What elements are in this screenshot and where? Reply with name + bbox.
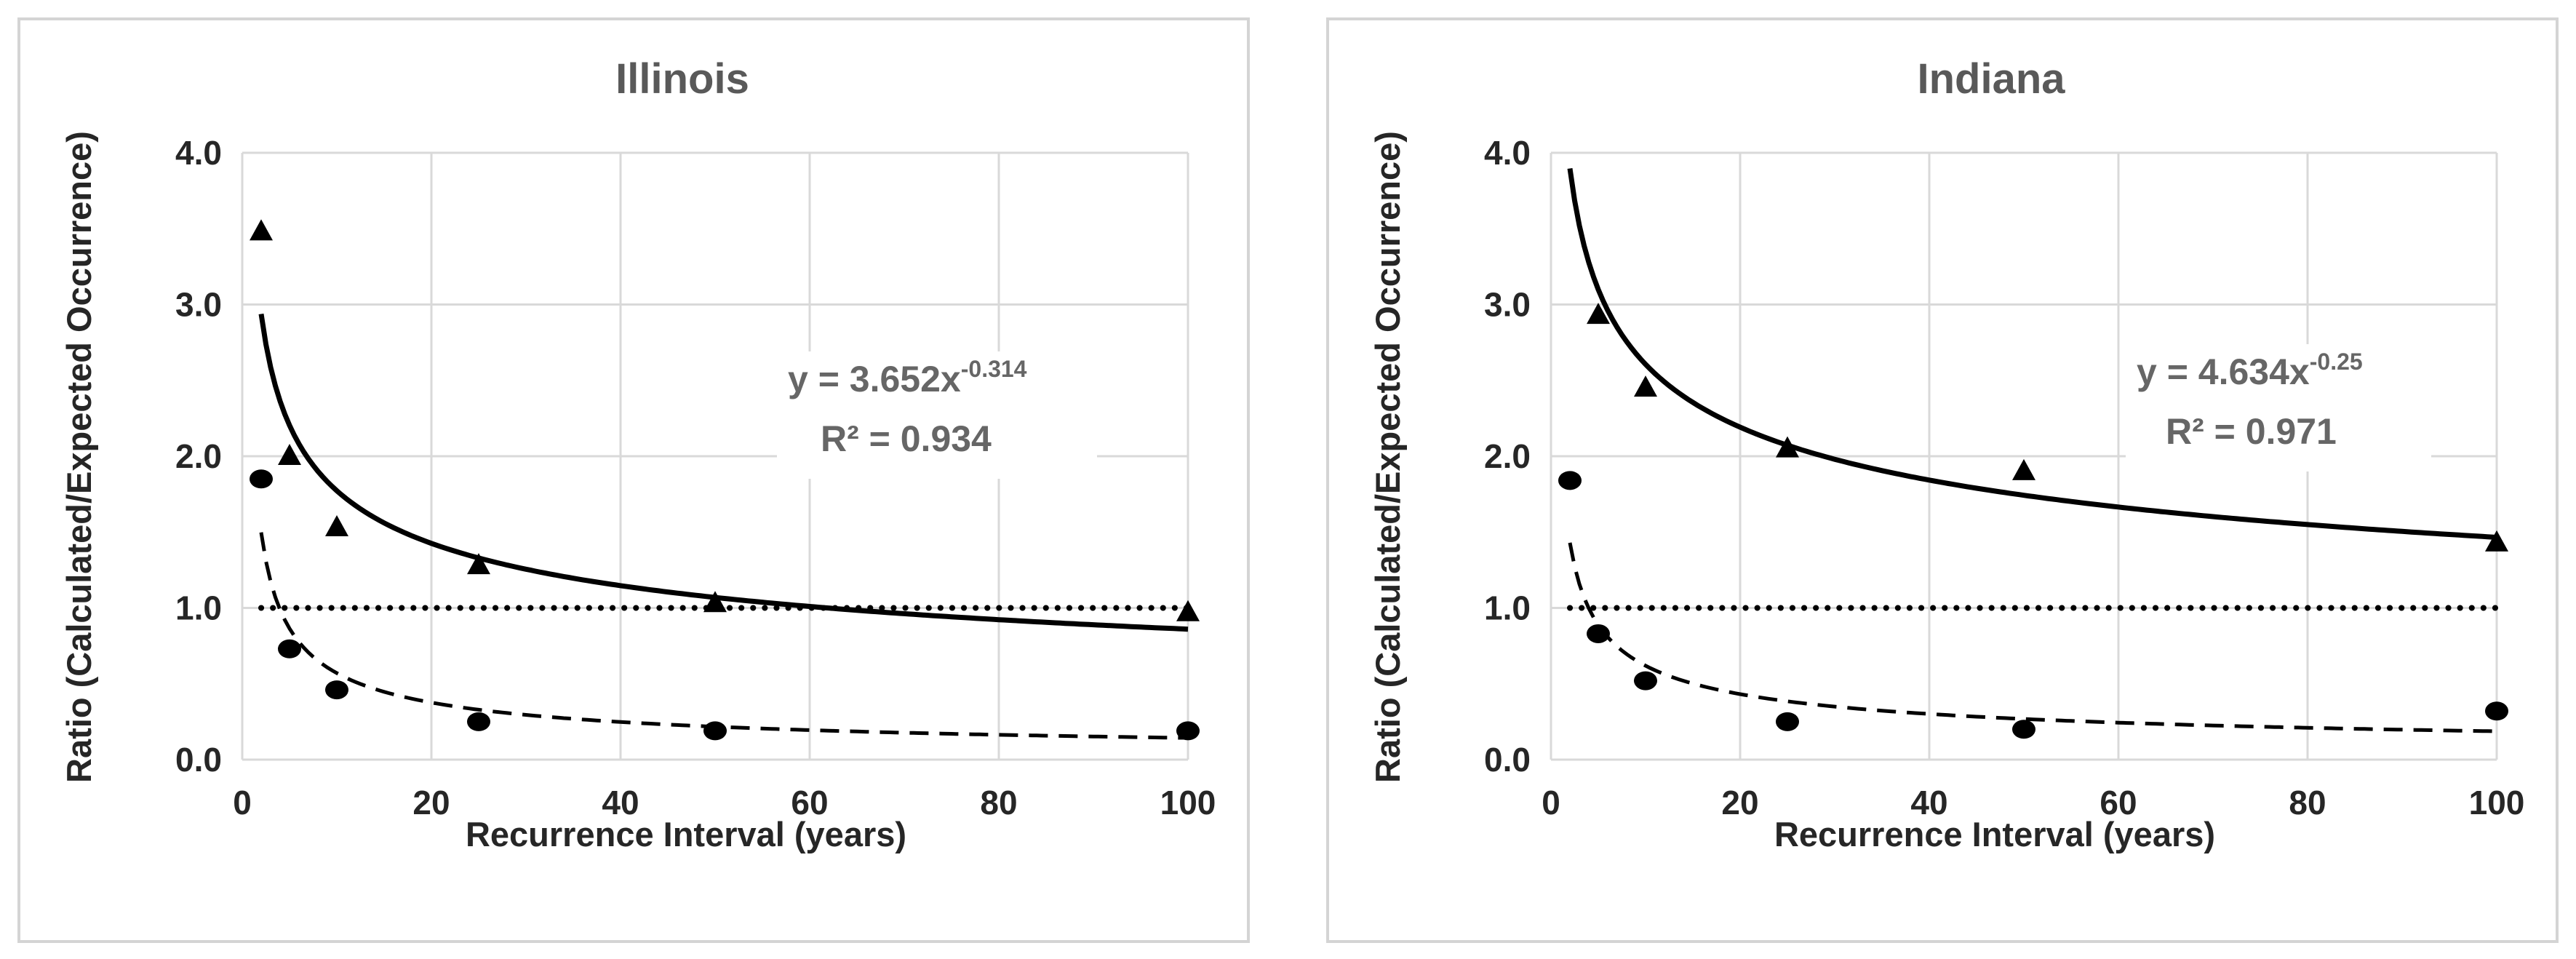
power-trendline-dashed bbox=[259, 532, 1189, 740]
y-tick-label: 2.0 bbox=[175, 437, 222, 475]
trendlines bbox=[1567, 167, 2497, 733]
x-axis-label: Recurrence Interval (years) bbox=[1774, 815, 2215, 853]
y-tick-label: 1.0 bbox=[1484, 589, 1531, 627]
circle-point bbox=[2012, 720, 2035, 739]
x-tick-label: 0 bbox=[1542, 784, 1560, 821]
r-squared: R² = 0.934 bbox=[821, 418, 992, 459]
circle-point bbox=[1634, 671, 1657, 691]
chart-panel-indiana: Indiana 0.0 1.0 2.0 3.0 4.0 0 20 40 60 80 100 y =… bbox=[1326, 17, 2559, 943]
annotation-background bbox=[2126, 344, 2431, 471]
trendlines bbox=[258, 313, 1189, 740]
circle-point bbox=[703, 721, 727, 741]
x-tick-label: 80 bbox=[2289, 784, 2326, 821]
circle-point bbox=[250, 469, 273, 489]
x-ticks: 0 20 40 60 80 100 bbox=[1542, 784, 2524, 821]
y-tick-label: 4.0 bbox=[1484, 134, 1531, 172]
circle-point bbox=[278, 639, 301, 658]
x-tick-label: 60 bbox=[791, 784, 828, 821]
chart-panel-illinois: Illinois 0.0 1.0 2.0 3.0 4.0 0 20 40 60 80 100 y … bbox=[17, 17, 1250, 943]
triangle-point bbox=[1176, 600, 1200, 621]
triangle-point bbox=[325, 514, 348, 536]
r-squared: R² = 0.971 bbox=[2166, 411, 2337, 452]
triangle-point bbox=[703, 591, 727, 613]
y-axis-label: Ratio (Calculated/Expected Occurrence) bbox=[1368, 131, 1407, 783]
y-tick-label: 3.0 bbox=[175, 286, 222, 324]
equation-annotation: y = 4.634x-0.25 R² = 0.971 bbox=[2126, 344, 2431, 471]
y-tick-label: 0.0 bbox=[1484, 741, 1531, 779]
circle-point bbox=[1558, 471, 1582, 490]
triangle-point bbox=[1587, 303, 1610, 325]
triangle-point bbox=[2012, 458, 2035, 480]
y-tick-label: 3.0 bbox=[1484, 286, 1531, 324]
equation-exponent: -0.25 bbox=[2310, 349, 2363, 375]
data-points bbox=[250, 219, 1200, 741]
circle-point bbox=[1587, 624, 1610, 643]
triangle-point bbox=[467, 553, 490, 575]
chart-title: Illinois bbox=[615, 55, 749, 103]
x-tick-label: 40 bbox=[1910, 784, 1947, 821]
x-tick-label: 40 bbox=[602, 784, 639, 821]
power-trendline-solid bbox=[258, 313, 1189, 632]
trend-equation: y = 3.652x-0.314 bbox=[788, 356, 1027, 399]
equation-base: y = 4.634x bbox=[2137, 351, 2310, 392]
power-trendline-dashed bbox=[1568, 542, 2497, 733]
triangle-point bbox=[250, 219, 273, 241]
y-tick-label: 1.0 bbox=[175, 589, 222, 627]
x-axis-label: Recurrence Interval (years) bbox=[466, 815, 906, 853]
x-tick-label: 100 bbox=[2469, 784, 2525, 821]
circle-point bbox=[1176, 721, 1200, 741]
x-ticks: 0 20 40 60 80 100 bbox=[233, 784, 1216, 821]
y-ticks: 0.0 1.0 2.0 3.0 4.0 bbox=[175, 134, 222, 779]
circle-point bbox=[2485, 701, 2508, 721]
circle-point bbox=[325, 680, 348, 700]
x-tick-label: 100 bbox=[1160, 784, 1216, 821]
triangle-point bbox=[278, 444, 301, 465]
circle-point bbox=[467, 712, 490, 731]
chart-illinois: Illinois 0.0 1.0 2.0 3.0 4.0 0 20 40 60 80 100 y … bbox=[60, 55, 1216, 853]
trend-equation: y = 4.634x-0.25 bbox=[2137, 349, 2363, 392]
x-tick-label: 20 bbox=[412, 784, 450, 821]
equation-exponent: -0.314 bbox=[961, 356, 1027, 382]
chart-indiana: Indiana 0.0 1.0 2.0 3.0 4.0 0 20 40 60 80 100 y =… bbox=[1368, 55, 2524, 853]
chart-title: Indiana bbox=[1917, 55, 2065, 103]
x-tick-label: 60 bbox=[2100, 784, 2137, 821]
equation-base: y = 3.652x bbox=[788, 359, 961, 399]
power-trendline-solid bbox=[1567, 167, 2497, 540]
y-ticks: 0.0 1.0 2.0 3.0 4.0 bbox=[1484, 134, 1531, 779]
x-tick-label: 0 bbox=[233, 784, 252, 821]
x-tick-label: 80 bbox=[980, 784, 1017, 821]
y-tick-label: 2.0 bbox=[1484, 437, 1531, 475]
y-tick-label: 0.0 bbox=[175, 741, 222, 779]
x-tick-label: 20 bbox=[1721, 784, 1758, 821]
equation-annotation: y = 3.652x-0.314 R² = 0.934 bbox=[777, 351, 1097, 479]
circle-point bbox=[1776, 712, 1799, 731]
data-points bbox=[1558, 303, 2508, 739]
y-tick-label: 4.0 bbox=[175, 134, 222, 172]
annotation-background bbox=[777, 351, 1097, 479]
triangle-point bbox=[1776, 436, 1799, 458]
triangle-point bbox=[1634, 375, 1657, 397]
y-axis-label: Ratio (Calculated/Expected Occurrence) bbox=[60, 131, 98, 783]
triangle-point bbox=[2485, 530, 2508, 552]
